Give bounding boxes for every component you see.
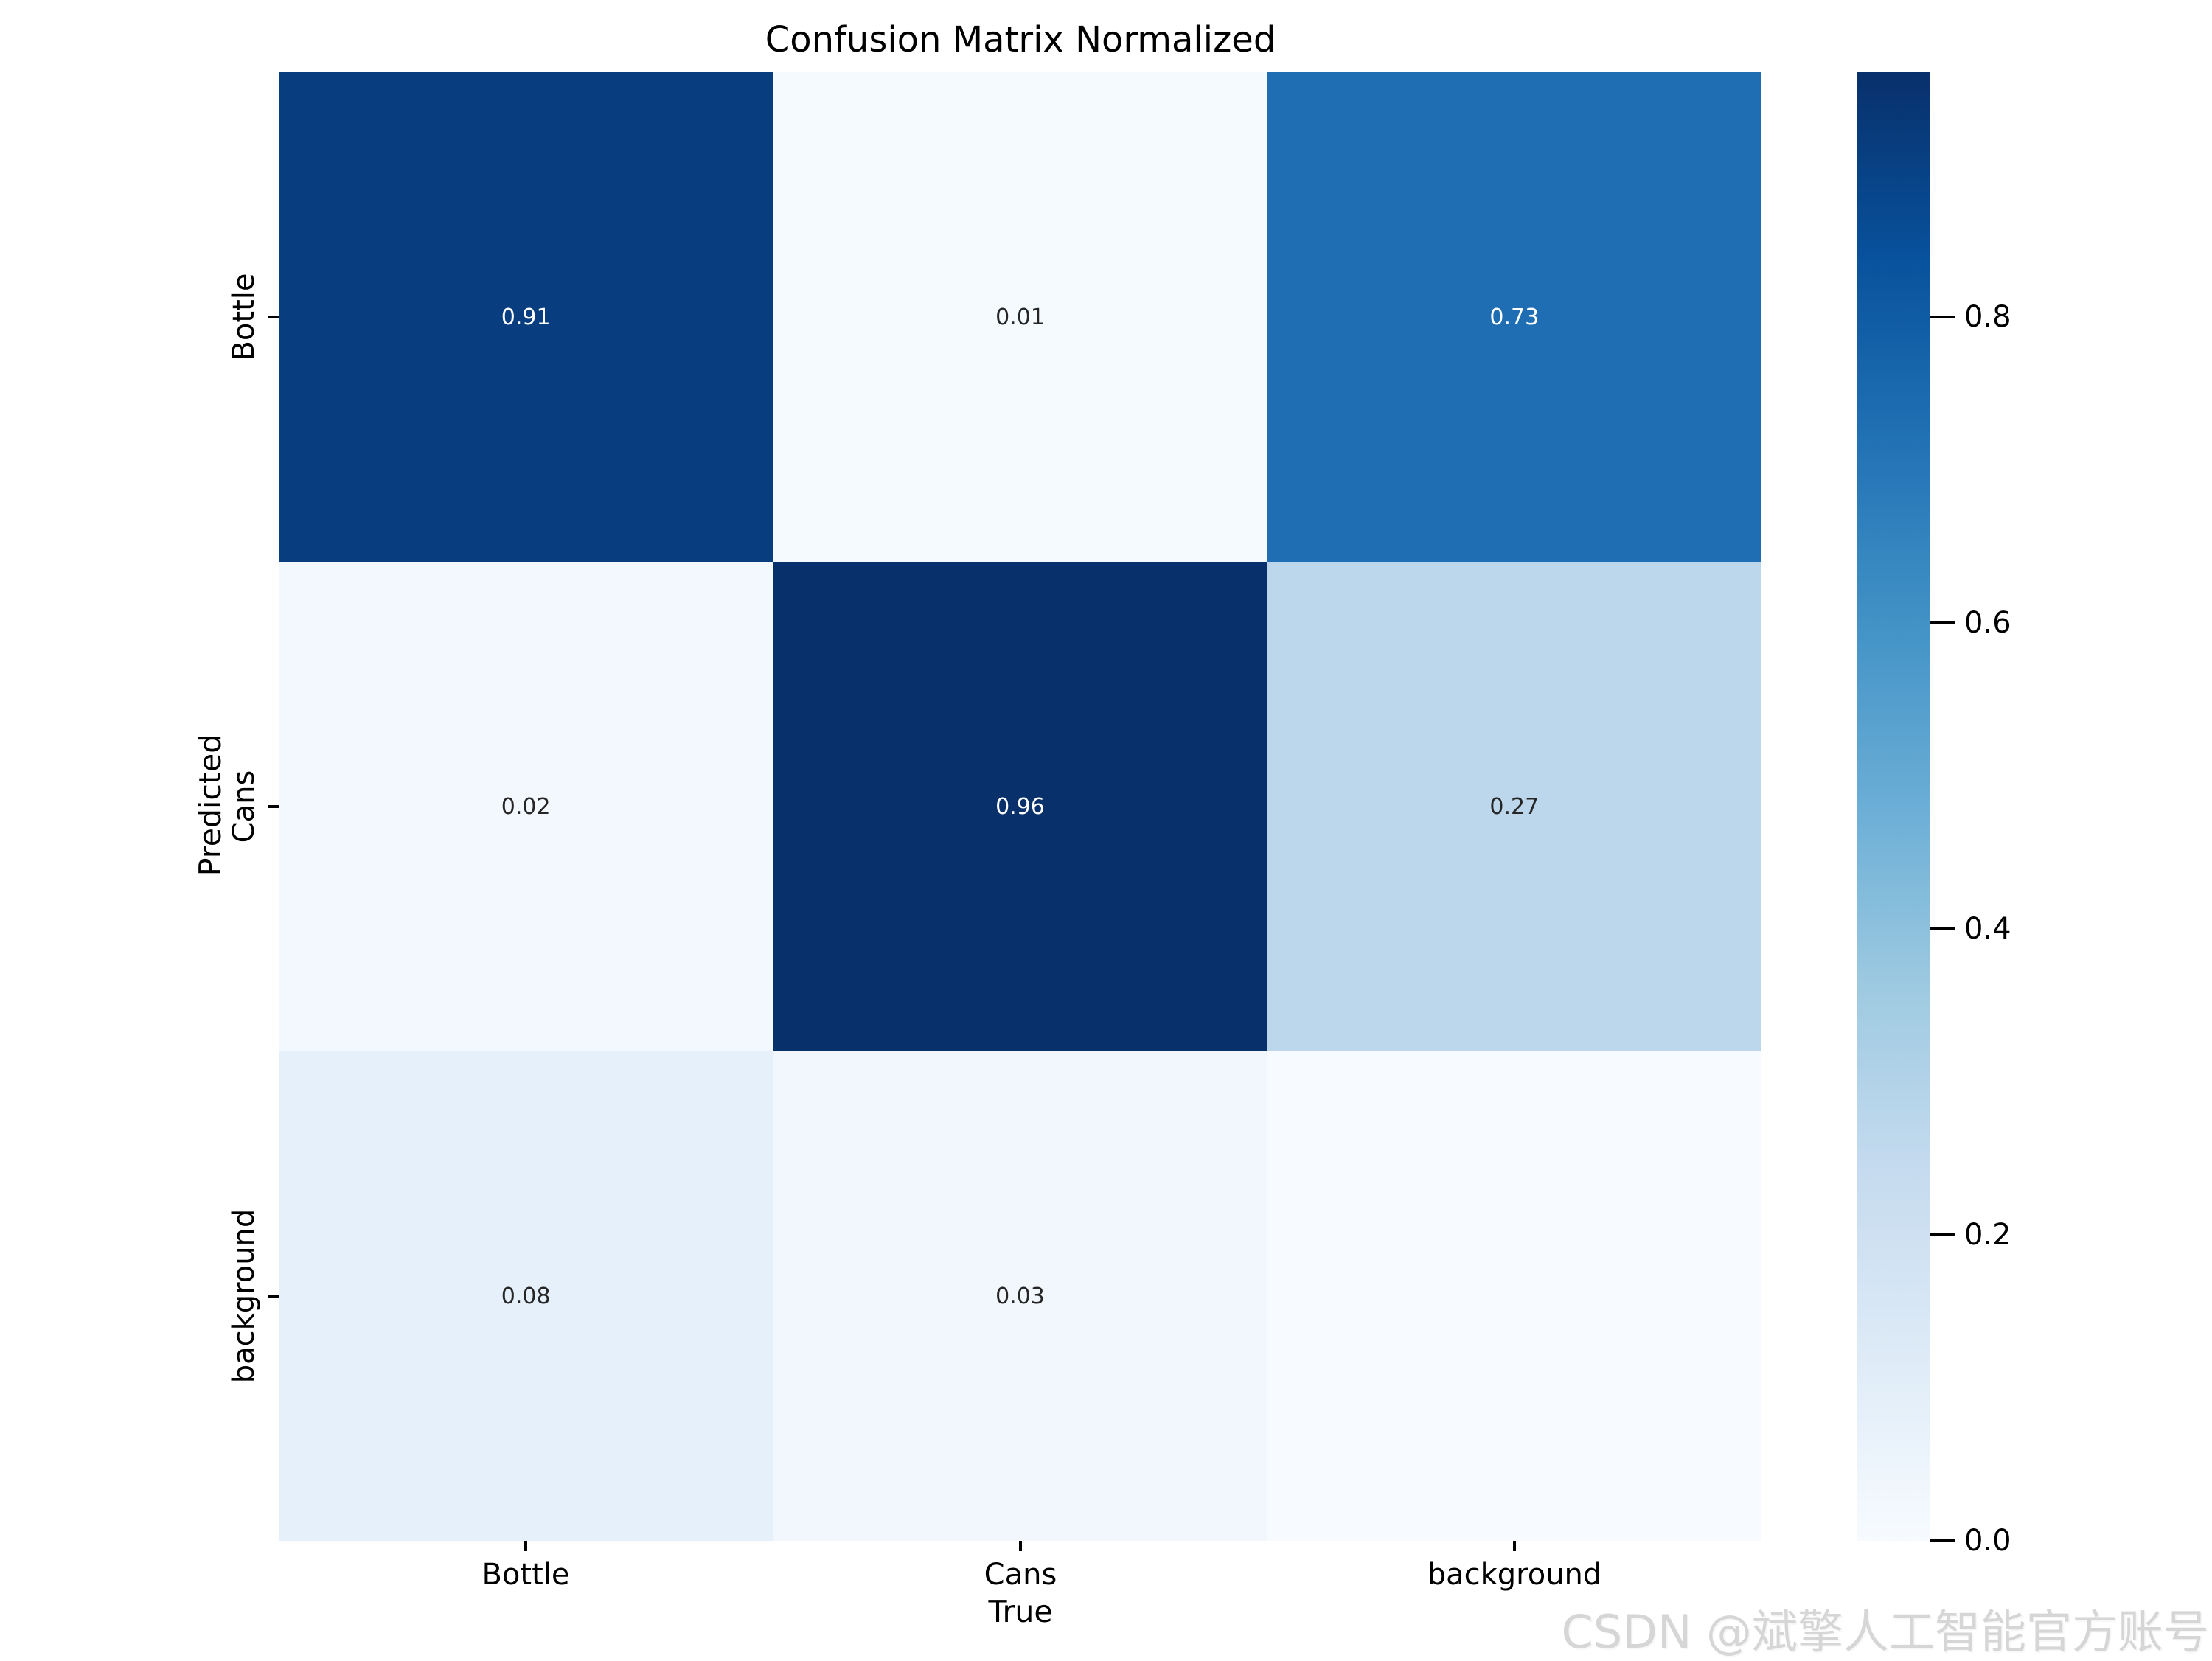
x-tick-mark xyxy=(1513,1541,1516,1551)
cell-value: 0.01 xyxy=(995,304,1045,330)
colorbar-gradient xyxy=(1857,72,1930,1541)
colorbar-tick: 0.8 xyxy=(1930,302,2011,332)
cell-value: 0.08 xyxy=(501,1283,551,1309)
heatmap-cell-r0c1: 0.01 xyxy=(773,72,1267,562)
colorbar-tick-mark xyxy=(1930,316,1955,318)
y-tick-label-bottle: Bottle xyxy=(227,273,261,361)
y-tick-mark xyxy=(268,316,279,318)
heatmap-cell-r2c2 xyxy=(1267,1051,1761,1541)
heatmap-cell-r1c2: 0.27 xyxy=(1267,562,1761,1051)
chart-title: Confusion Matrix Normalized xyxy=(765,19,1276,60)
x-tick-label-cans: Cans xyxy=(984,1558,1057,1592)
colorbar-tick-label: 0.2 xyxy=(1964,1218,2011,1252)
heatmap-cell-r0c2: 0.73 xyxy=(1267,72,1761,562)
x-tick-mark xyxy=(1019,1541,1022,1551)
cell-value: 0.73 xyxy=(1489,304,1540,330)
x-tick-label-bottle: Bottle xyxy=(481,1558,570,1592)
colorbar-tick-mark xyxy=(1930,621,1955,624)
y-tick-mark xyxy=(268,1295,279,1298)
heatmap-plot-area: 0.91 0.01 0.73 0.02 0.96 0.27 0.08 0.03 xyxy=(279,72,1761,1541)
colorbar-tick: 0.6 xyxy=(1930,608,2011,638)
y-tick-label-cans: Cans xyxy=(227,770,261,843)
colorbar-tick: 0.2 xyxy=(1930,1220,2011,1250)
csdn-watermark: CSDN @斌擎人工智能官方账号 xyxy=(1561,1605,2209,1659)
heatmap-cell-r1c1: 0.96 xyxy=(773,562,1267,1051)
cell-value: 0.03 xyxy=(995,1283,1045,1309)
x-tick-label-background: background xyxy=(1427,1558,1602,1592)
colorbar-tick-label: 0.4 xyxy=(1964,912,2011,946)
cell-value: 0.02 xyxy=(501,793,551,820)
y-tick-mark xyxy=(268,805,279,808)
colorbar-tick: 0.4 xyxy=(1930,914,2011,944)
colorbar-tick-mark xyxy=(1930,1233,1955,1236)
colorbar-tick: 0.0 xyxy=(1930,1526,2011,1556)
y-axis-label: Predicted xyxy=(192,734,228,877)
heatmap-cell-r2c0: 0.08 xyxy=(279,1051,773,1541)
colorbar-tick-label: 0.0 xyxy=(1964,1524,2011,1558)
heatmap-cell-r1c0: 0.02 xyxy=(279,562,773,1051)
cell-value: 0.91 xyxy=(501,304,551,330)
cell-value: 0.96 xyxy=(995,793,1045,820)
colorbar-tick-label: 0.6 xyxy=(1964,606,2011,640)
y-tick-label-background: background xyxy=(227,1208,261,1384)
cell-value: 0.27 xyxy=(1489,793,1540,820)
colorbar-tick-mark xyxy=(1930,927,1955,930)
x-tick-mark xyxy=(524,1541,527,1551)
colorbar-tick-mark xyxy=(1930,1539,1955,1542)
colorbar-tick-label: 0.8 xyxy=(1964,300,2011,334)
x-axis-label: True xyxy=(988,1594,1053,1629)
heatmap-cell-r0c0: 0.91 xyxy=(279,72,773,562)
heatmap-cell-r2c1: 0.03 xyxy=(773,1051,1267,1541)
